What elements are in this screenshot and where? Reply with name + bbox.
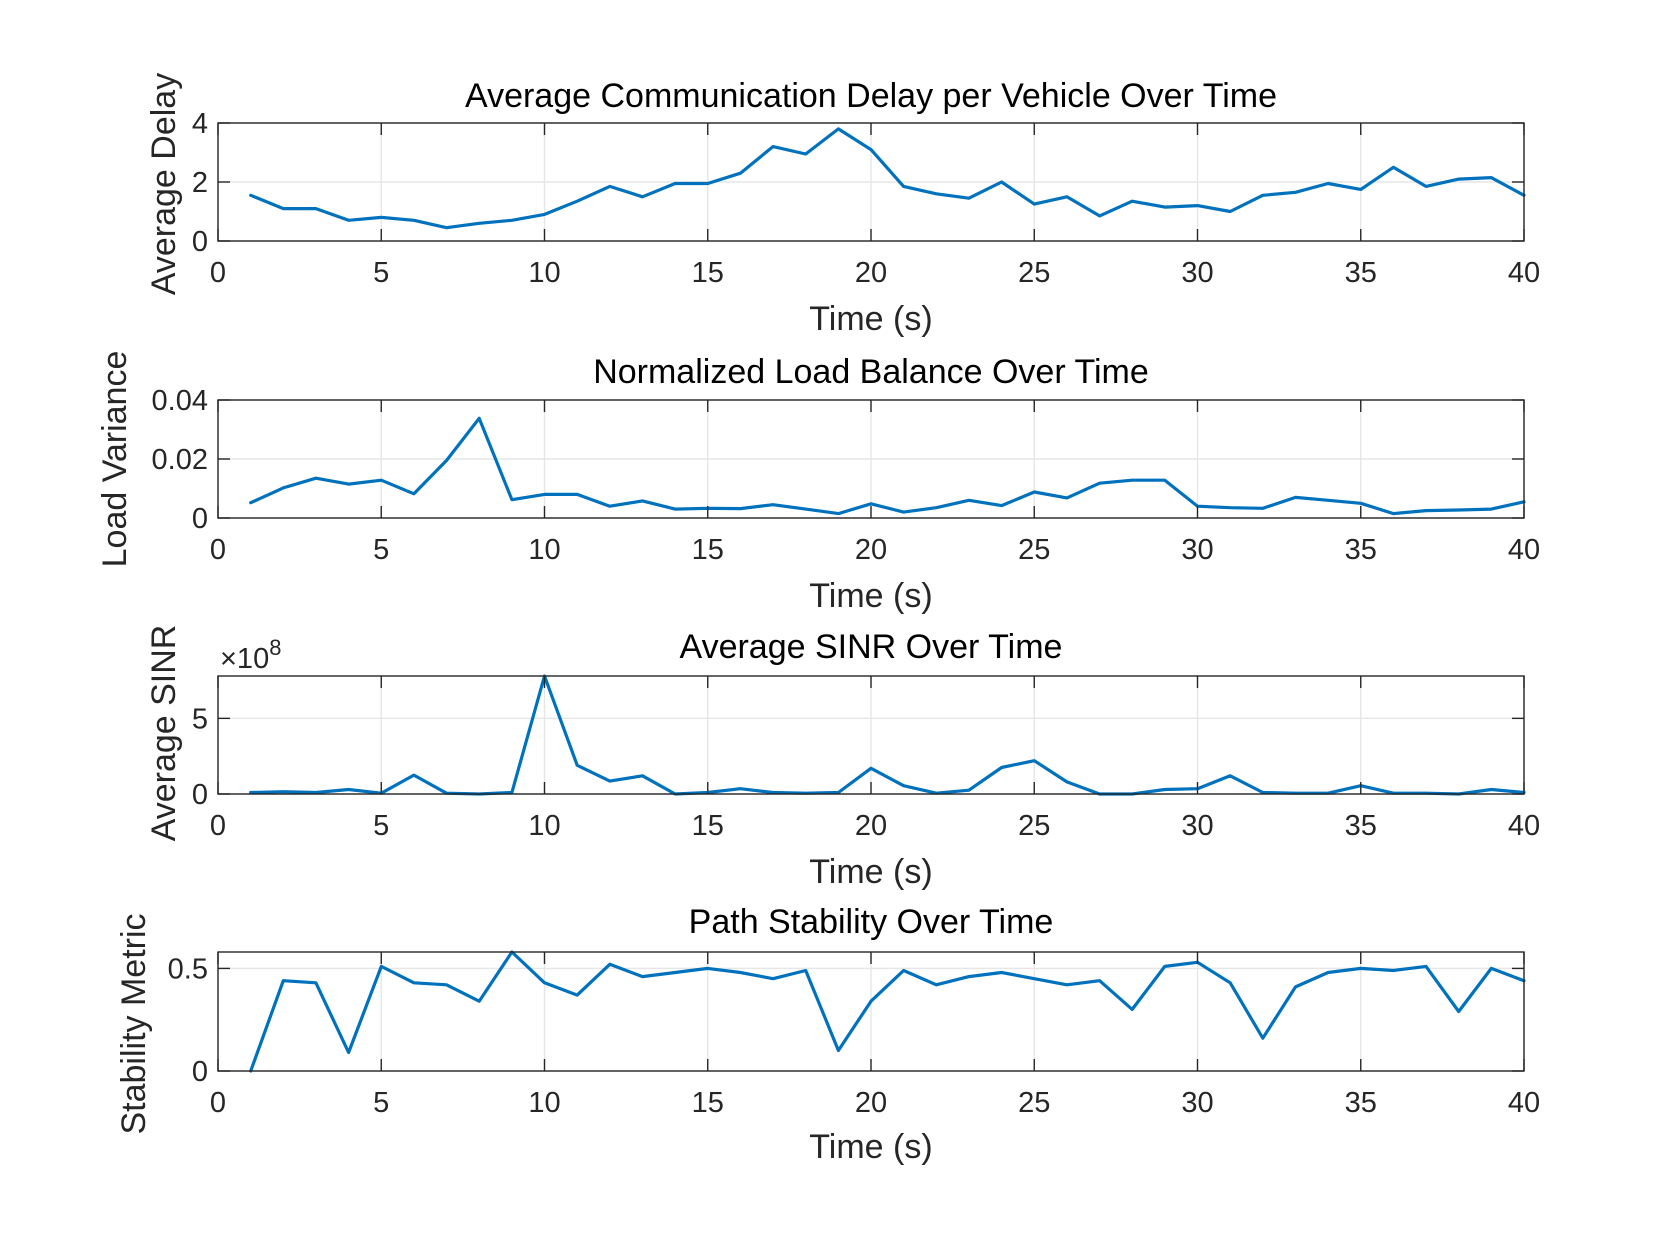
x-tick-label: 20 bbox=[855, 534, 887, 566]
x-tick-label: 40 bbox=[1508, 810, 1540, 842]
y-axis-label: Average SINR bbox=[145, 625, 183, 842]
y-axis-label: Load Variance bbox=[96, 351, 134, 568]
x-tick-label: 25 bbox=[1018, 534, 1050, 566]
y-tick-label: 0 bbox=[192, 779, 208, 811]
subplot-sinr: Average SINR Over Time Average SINR Time… bbox=[145, 625, 1540, 891]
x-tick-label: 35 bbox=[1345, 1087, 1377, 1119]
x-tick-label: 5 bbox=[373, 1087, 389, 1119]
x-tick-label: 40 bbox=[1508, 534, 1540, 566]
x-tick-label: 35 bbox=[1345, 534, 1377, 566]
x-tick-label: 5 bbox=[373, 810, 389, 842]
y-tick-label: 0 bbox=[192, 226, 208, 258]
x-tick-label: 30 bbox=[1181, 1087, 1213, 1119]
series-line bbox=[249, 950, 1526, 1073]
x-tick-label: 30 bbox=[1181, 810, 1213, 842]
y-exponent-label: ×108 bbox=[220, 635, 281, 675]
x-tick-label: 20 bbox=[855, 810, 887, 842]
x-tick-label: 15 bbox=[692, 257, 724, 289]
x-tick-label: 30 bbox=[1181, 257, 1213, 289]
subplot-delay: Average Communication Delay per Vehicle … bbox=[145, 73, 1540, 338]
subplot-title: Normalized Load Balance Over Time bbox=[593, 353, 1149, 391]
x-axis-label: Time (s) bbox=[809, 577, 932, 615]
x-tick-label: 5 bbox=[373, 534, 389, 566]
x-tick-label: 0 bbox=[210, 257, 226, 289]
plot-area: 0 5 10 15 20 25 30 35 40 0 2 4 bbox=[192, 108, 1540, 289]
exponent-power: 8 bbox=[269, 635, 281, 660]
plot-area: 0 5 10 15 20 25 30 35 40 0 5 bbox=[192, 674, 1540, 842]
x-axis-label: Time (s) bbox=[809, 1128, 932, 1166]
series-line bbox=[249, 127, 1526, 230]
x-tick-label: 20 bbox=[855, 1087, 887, 1119]
x-axis-label: Time (s) bbox=[809, 853, 932, 891]
x-tick-label: 0 bbox=[210, 810, 226, 842]
x-tick-label: 15 bbox=[692, 1087, 724, 1119]
x-tick-label: 25 bbox=[1018, 810, 1050, 842]
x-tick-label: 25 bbox=[1018, 1087, 1050, 1119]
y-tick-label: 5 bbox=[192, 703, 208, 735]
y-tick-label: 0.02 bbox=[152, 444, 208, 476]
plot-area: 0 5 10 15 20 25 30 35 40 0 0.5 bbox=[168, 950, 1540, 1119]
x-tick-label: 0 bbox=[210, 534, 226, 566]
x-tick-label: 10 bbox=[528, 534, 560, 566]
y-tick-label: 0 bbox=[192, 1056, 208, 1088]
x-tick-label: 10 bbox=[528, 257, 560, 289]
x-tick-label: 25 bbox=[1018, 257, 1050, 289]
y-axis-label: Average Delay bbox=[145, 73, 183, 295]
x-tick-label: 20 bbox=[855, 257, 887, 289]
subplot-title: Path Stability Over Time bbox=[689, 903, 1054, 941]
x-tick-label: 15 bbox=[692, 534, 724, 566]
x-axis-label: Time (s) bbox=[809, 300, 932, 338]
series-line bbox=[249, 416, 1526, 516]
x-tick-label: 30 bbox=[1181, 534, 1213, 566]
x-tick-label: 10 bbox=[528, 1087, 560, 1119]
x-tick-label: 35 bbox=[1345, 810, 1377, 842]
exponent-base: ×10 bbox=[220, 643, 269, 675]
y-axis-label: Stability Metric bbox=[115, 913, 153, 1134]
y-tick-label: 0.5 bbox=[168, 953, 208, 985]
x-tick-label: 5 bbox=[373, 257, 389, 289]
subplot-stability: Path Stability Over Time Stability Metri… bbox=[115, 903, 1540, 1166]
subplot-title: Average SINR Over Time bbox=[680, 628, 1063, 666]
subplot-title: Average Communication Delay per Vehicle … bbox=[465, 77, 1277, 115]
x-tick-label: 40 bbox=[1508, 257, 1540, 289]
subplot-load: Normalized Load Balance Over Time Load V… bbox=[96, 351, 1540, 615]
y-tick-label: 0 bbox=[192, 503, 208, 535]
x-tick-label: 15 bbox=[692, 810, 724, 842]
x-tick-label: 0 bbox=[210, 1087, 226, 1119]
y-tick-label: 0.04 bbox=[152, 385, 208, 417]
x-tick-label: 10 bbox=[528, 810, 560, 842]
x-tick-label: 35 bbox=[1345, 257, 1377, 289]
y-tick-label: 4 bbox=[192, 108, 208, 140]
y-tick-label: 2 bbox=[192, 167, 208, 199]
plot-area: 0 5 10 15 20 25 30 35 40 0 0.02 0.04 bbox=[152, 385, 1541, 566]
x-tick-label: 40 bbox=[1508, 1087, 1540, 1119]
